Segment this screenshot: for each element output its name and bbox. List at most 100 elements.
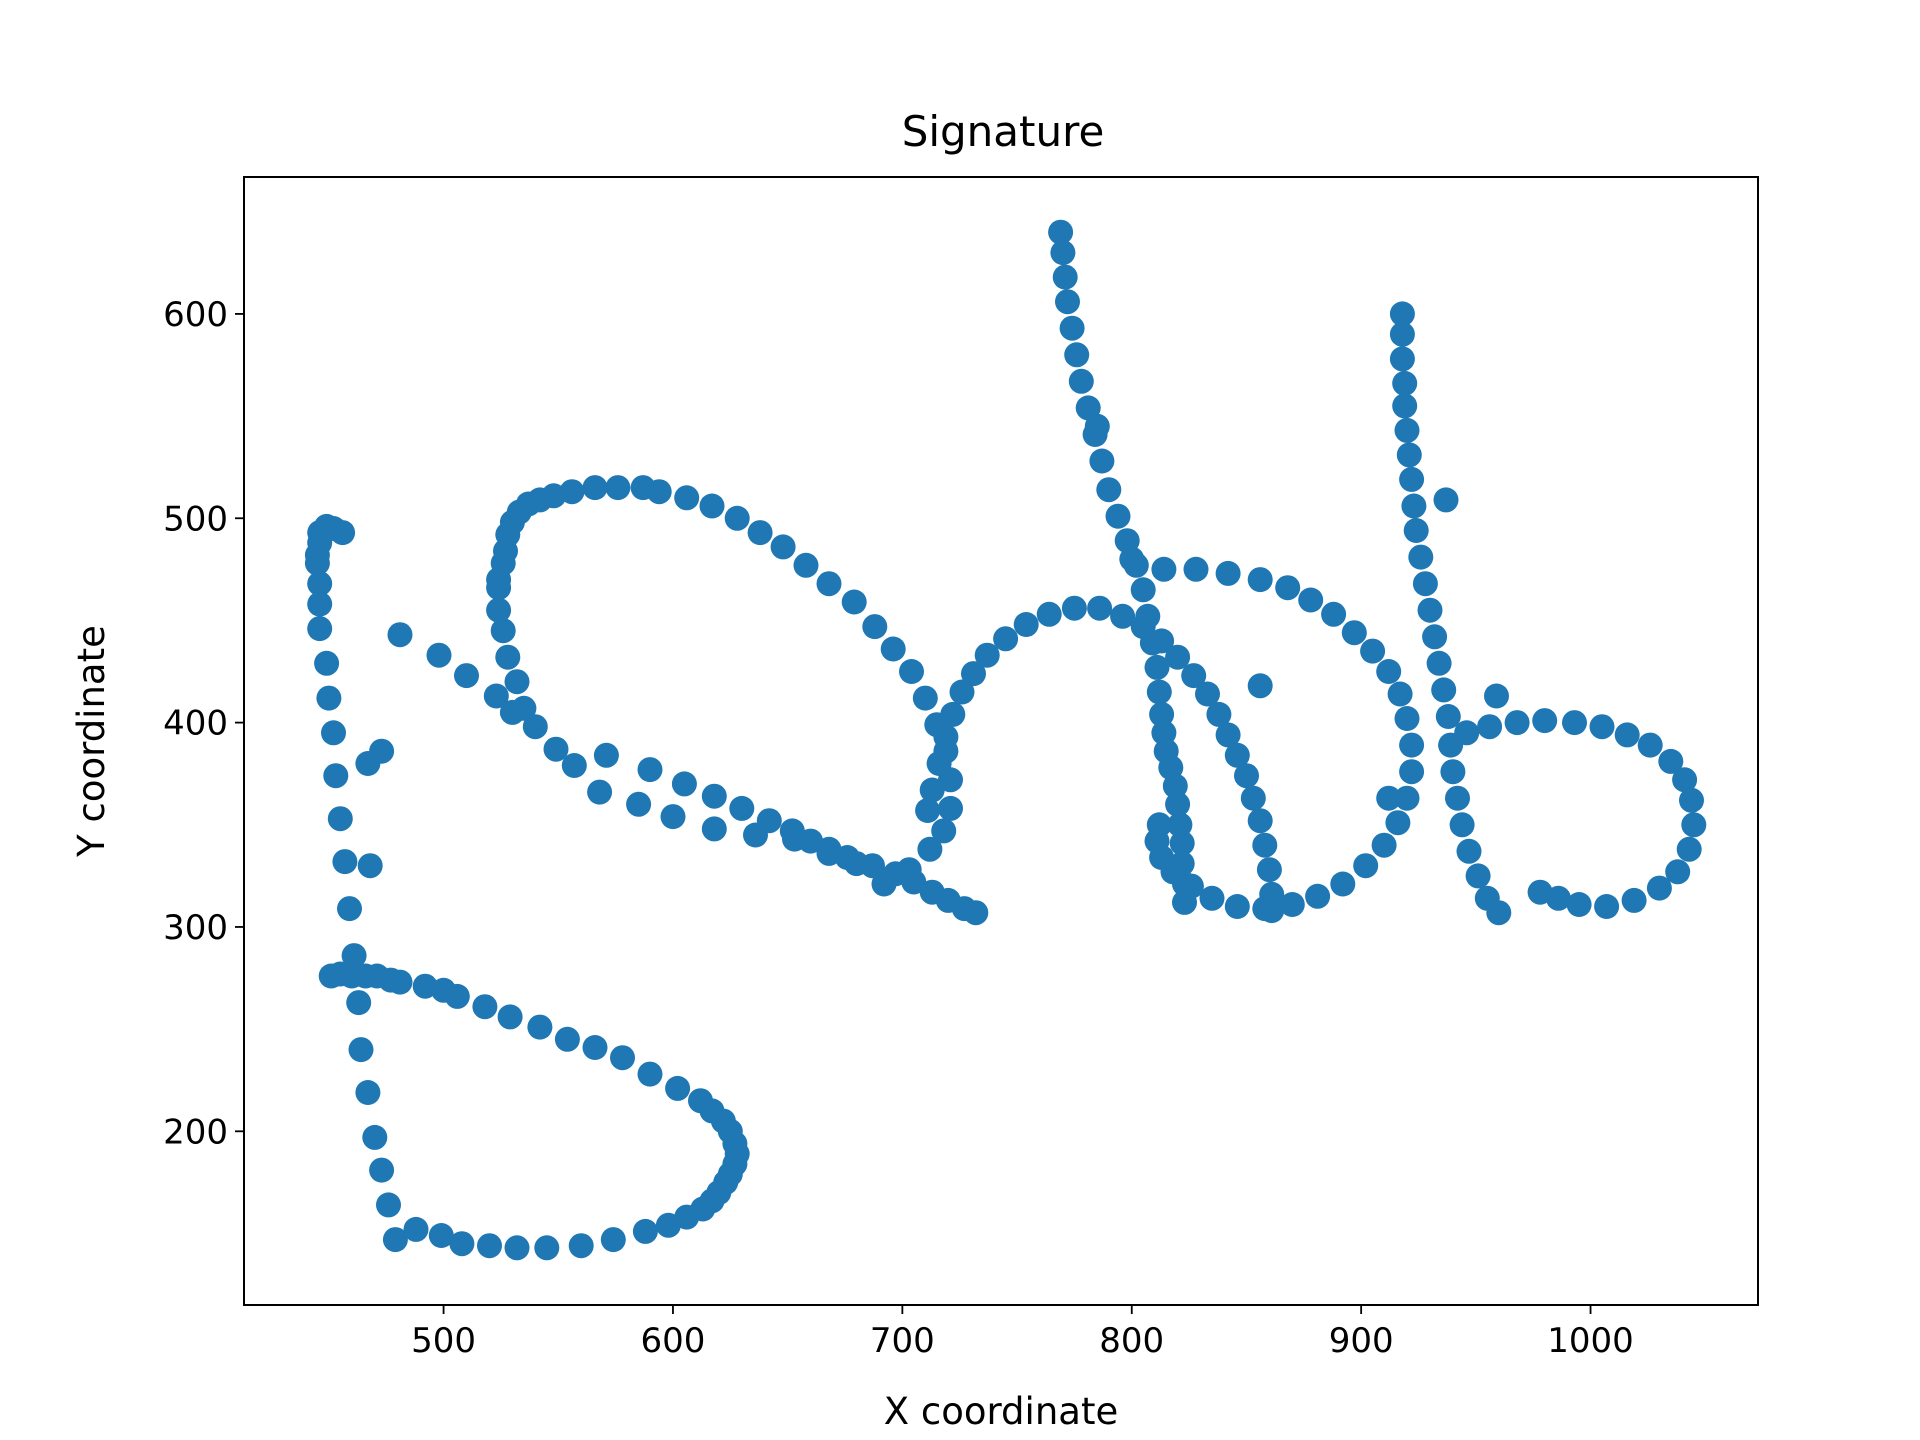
data-point xyxy=(1247,567,1273,593)
chart-title: Signature xyxy=(902,107,1105,156)
data-point xyxy=(369,738,395,764)
data-point xyxy=(1167,812,1193,838)
data-point xyxy=(1215,560,1241,586)
data-point xyxy=(1224,742,1250,768)
data-point xyxy=(1433,487,1459,513)
data-point xyxy=(1449,812,1475,838)
data-point xyxy=(1165,791,1191,817)
y-tick-label: 400 xyxy=(163,704,228,744)
data-point xyxy=(1178,873,1204,899)
data-point xyxy=(454,663,479,689)
data-point xyxy=(1440,759,1466,785)
data-point xyxy=(1195,681,1220,707)
data-point xyxy=(314,650,340,676)
data-point xyxy=(1068,368,1094,394)
data-point xyxy=(323,763,349,789)
data-point xyxy=(327,806,353,832)
data-point xyxy=(1135,603,1161,629)
data-point xyxy=(362,1124,388,1150)
data-point xyxy=(1059,315,1085,341)
y-axis-ticks: 200 300 400 500 600 xyxy=(163,295,244,1152)
data-point xyxy=(307,571,333,597)
data-point xyxy=(534,1235,560,1261)
data-point xyxy=(1594,894,1620,919)
data-point xyxy=(926,751,952,776)
data-point xyxy=(1146,812,1172,838)
data-point xyxy=(637,1061,663,1087)
data-point xyxy=(1234,763,1259,789)
data-point xyxy=(1061,595,1087,621)
data-point xyxy=(316,685,342,711)
data-point xyxy=(1589,714,1615,740)
data-point xyxy=(1394,417,1420,443)
data-point xyxy=(1399,466,1425,492)
data-point xyxy=(862,614,888,640)
data-point xyxy=(1403,518,1429,543)
data-point xyxy=(559,479,585,505)
data-point xyxy=(1064,342,1090,368)
data-point xyxy=(940,701,966,727)
x-tick-label: 800 xyxy=(1099,1321,1164,1361)
data-point xyxy=(1275,575,1301,601)
data-point xyxy=(1105,503,1131,529)
data-point xyxy=(632,1218,658,1244)
data-point xyxy=(963,900,989,926)
data-point xyxy=(1532,708,1558,734)
data-point xyxy=(1169,830,1195,856)
data-point xyxy=(387,622,413,648)
data-point xyxy=(568,1233,594,1259)
data-point xyxy=(729,795,755,821)
data-point xyxy=(1431,677,1457,703)
data-point xyxy=(1050,240,1076,266)
data-point xyxy=(1562,710,1587,736)
data-point xyxy=(1052,264,1078,290)
data-point xyxy=(348,1037,374,1063)
data-point xyxy=(1394,706,1420,731)
data-point xyxy=(1566,892,1592,917)
x-tick-label: 600 xyxy=(641,1321,706,1361)
data-point xyxy=(1614,722,1640,748)
data-point xyxy=(1658,748,1684,774)
data-point xyxy=(841,589,867,615)
data-point xyxy=(1389,321,1415,347)
data-point xyxy=(1665,859,1691,885)
data-point xyxy=(793,552,819,578)
x-tick-label: 700 xyxy=(870,1321,935,1361)
data-point xyxy=(1096,477,1122,503)
data-point xyxy=(816,571,842,597)
data-point xyxy=(369,1157,395,1183)
data-point xyxy=(1119,546,1145,572)
data-point xyxy=(933,724,959,750)
data-point xyxy=(1445,785,1470,811)
data-point xyxy=(1477,714,1503,740)
data-point xyxy=(1279,892,1305,917)
data-point xyxy=(486,567,512,593)
data-point xyxy=(1139,630,1165,656)
data-point xyxy=(449,1231,475,1257)
data-point xyxy=(1389,346,1415,372)
data-point xyxy=(600,1227,626,1253)
data-point xyxy=(337,896,362,922)
data-point xyxy=(655,1212,681,1238)
data-point xyxy=(1247,808,1273,834)
data-point xyxy=(1435,704,1461,729)
data-point xyxy=(382,1227,408,1253)
data-point xyxy=(665,1075,691,1101)
data-point xyxy=(1417,597,1443,623)
data-point xyxy=(961,661,986,687)
data-point xyxy=(1394,785,1420,811)
y-tick-label: 300 xyxy=(163,908,228,948)
data-point xyxy=(834,845,860,870)
data-point xyxy=(428,1223,454,1248)
data-point xyxy=(1679,787,1704,813)
data-point xyxy=(1149,701,1175,727)
data-point xyxy=(901,869,927,895)
data-point xyxy=(1084,413,1110,439)
plot-area-frame xyxy=(243,176,1759,1306)
data-point xyxy=(1387,681,1413,707)
data-point xyxy=(1527,879,1553,905)
data-point xyxy=(610,1045,635,1071)
x-tick-label: 1000 xyxy=(1547,1321,1634,1361)
